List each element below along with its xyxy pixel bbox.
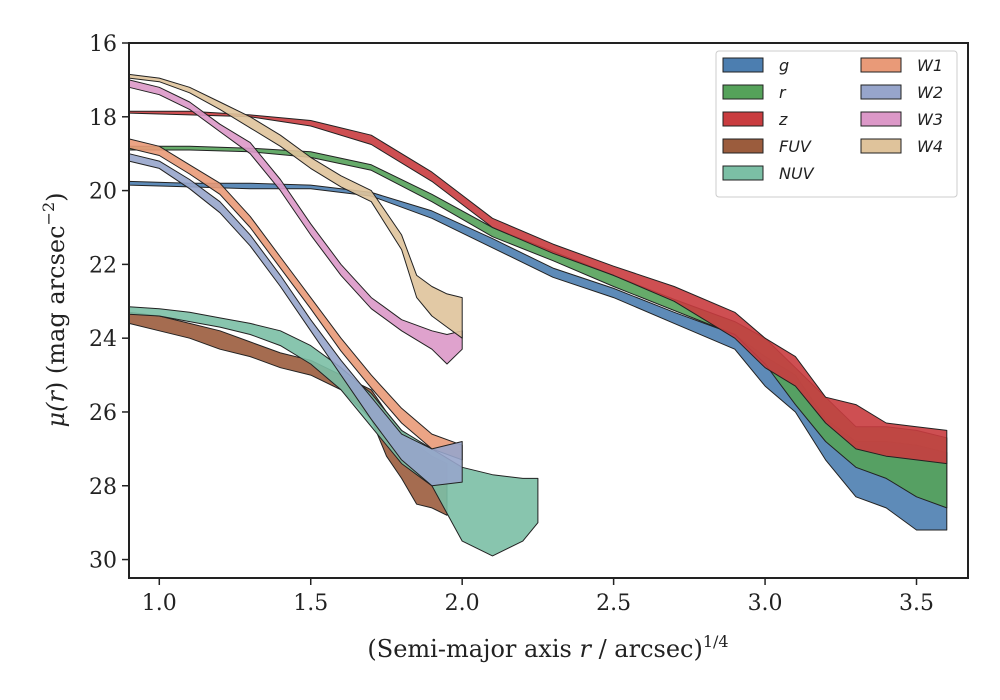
series-layer <box>128 73 948 557</box>
x-tick-label: 3.5 <box>899 591 934 616</box>
y-tick-label: 20 <box>89 180 117 205</box>
series-band-nuv <box>128 306 539 557</box>
series-band-w2 <box>128 153 463 487</box>
legend-label-w4: W4 <box>917 137 943 156</box>
legend-label-w3: W3 <box>917 110 943 129</box>
y-tick-label: 30 <box>89 549 117 574</box>
y-tick-label: 18 <box>89 106 117 131</box>
legend-swatch-w3 <box>860 111 902 127</box>
x-tick-label: 2.5 <box>596 591 631 616</box>
series-band-w3 <box>128 79 463 365</box>
legend-label-g: g <box>779 56 789 75</box>
legend-swatch-z <box>722 111 764 127</box>
x-tick-label: 1.5 <box>293 591 328 616</box>
legend-label-w1: W1 <box>917 56 943 75</box>
y-axis-label: μ(r) (mag arcsec−2) <box>39 192 70 427</box>
series-band-w4 <box>128 73 463 339</box>
y-tick-label: 16 <box>89 32 117 57</box>
legend-label-z: z <box>778 110 788 129</box>
y-tick-label: 24 <box>89 327 117 352</box>
legend-label-r: r <box>779 83 787 102</box>
legend-label-nuv: NUV <box>779 164 815 183</box>
legend-swatch-w2 <box>860 84 902 100</box>
x-tick-label: 3.0 <box>748 591 783 616</box>
axis-ticks: 1.0 1.5 2.0 2.5 3.0 3.5 16 18 20 22 24 26 28 30 <box>89 32 934 616</box>
x-tick-label: 1.0 <box>142 591 177 616</box>
legend-label-fuv: FUV <box>779 137 812 156</box>
y-tick-label: 22 <box>89 253 117 278</box>
legend-swatch-w1 <box>860 57 902 73</box>
legend-swatch-nuv <box>722 165 764 181</box>
x-axis-label: (Semi-major axis r / arcsec)1/4 <box>367 632 728 663</box>
series-band-g <box>128 180 948 531</box>
legend-swatch-r <box>722 84 764 100</box>
plot-frame <box>128 42 969 579</box>
series-band-z <box>128 110 948 465</box>
y-tick-label: 28 <box>89 475 117 500</box>
legend: grz FUV NUV W1 W2 W3 W4 <box>715 50 958 198</box>
y-tick-label: 26 <box>89 401 117 426</box>
legend-label-w2: W2 <box>917 83 943 102</box>
legend-swatch-w4 <box>860 138 902 154</box>
legend-swatch-g <box>722 57 764 73</box>
x-tick-label: 2.0 <box>445 591 480 616</box>
legend-swatch-fuv <box>722 138 764 154</box>
